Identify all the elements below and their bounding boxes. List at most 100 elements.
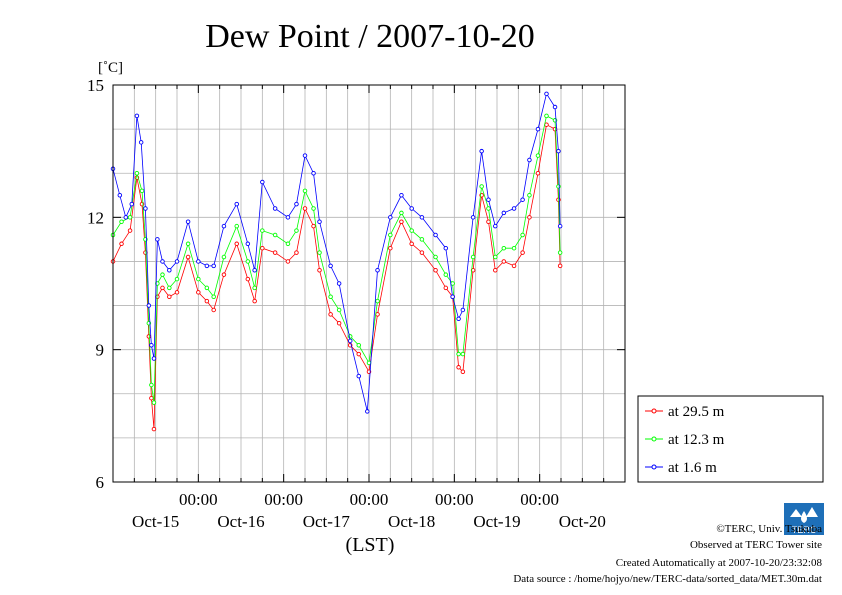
chart-title: Dew Point / 2007-10-20 <box>205 18 535 55</box>
series-line <box>112 124 561 430</box>
data-point <box>294 228 299 233</box>
data-point <box>544 91 549 97</box>
data-point <box>294 201 299 207</box>
y-tick-label: 6 <box>96 473 105 492</box>
data-point <box>557 263 563 269</box>
data-point <box>127 228 133 233</box>
data-point <box>185 219 191 224</box>
data-point <box>556 148 561 154</box>
data-point <box>409 241 414 247</box>
y-tick-label: 15 <box>87 76 104 95</box>
data-point <box>139 188 145 194</box>
x-tick-date-label: Oct-19 <box>473 512 520 531</box>
data-series <box>110 91 563 432</box>
data-point <box>336 320 342 326</box>
data-point <box>221 272 227 277</box>
grid-lines <box>113 85 625 482</box>
data-point <box>185 241 191 247</box>
x-tick-date-label: Oct-18 <box>388 512 435 531</box>
data-point <box>211 263 216 269</box>
data-point <box>450 294 455 299</box>
data-point <box>501 210 507 216</box>
data-point <box>260 179 265 185</box>
data-point <box>302 188 308 194</box>
data-point <box>234 223 239 229</box>
data-point <box>117 193 123 198</box>
data-point <box>252 268 257 273</box>
data-point <box>285 241 291 247</box>
data-point <box>328 294 333 299</box>
data-point <box>302 206 308 211</box>
data-point <box>328 312 333 317</box>
data-point <box>272 232 278 238</box>
data-point <box>527 193 532 198</box>
data-point <box>123 215 129 220</box>
data-point <box>149 343 154 348</box>
data-point <box>119 219 124 224</box>
series-line <box>112 115 561 403</box>
data-point <box>443 272 449 277</box>
data-point <box>493 223 498 229</box>
x-tick-time-label: 00:00 <box>264 490 303 509</box>
data-point <box>151 356 157 361</box>
x-tick-time-label: 00:00 <box>179 490 218 509</box>
series-1 <box>110 113 563 405</box>
data-point <box>311 206 316 211</box>
data-point <box>245 276 251 282</box>
data-point <box>167 294 172 299</box>
created-line: Created Automatically at 2007-10-20/23:3… <box>615 557 822 569</box>
legend-label: at 1.6 m <box>668 460 717 476</box>
data-point <box>556 184 561 189</box>
data-point <box>174 290 180 295</box>
data-point <box>134 113 140 119</box>
data-point <box>544 113 549 119</box>
data-point <box>409 206 414 211</box>
legend-marker <box>651 436 657 442</box>
data-point <box>174 276 180 282</box>
data-point <box>456 365 461 370</box>
data-point <box>119 241 124 247</box>
data-point <box>433 268 438 273</box>
data-point <box>479 148 484 154</box>
data-point <box>419 250 425 255</box>
data-point <box>527 215 532 220</box>
x-axis-label: (LST) <box>346 534 395 556</box>
data-point <box>167 268 172 273</box>
data-point <box>356 373 362 379</box>
series-0 <box>110 122 563 432</box>
data-point <box>375 298 380 304</box>
x-tick-time-label: 00:00 <box>435 490 474 509</box>
data-point <box>221 254 227 260</box>
data-point <box>302 153 308 158</box>
data-point <box>204 298 210 304</box>
data-point <box>311 223 316 229</box>
data-point <box>399 193 404 198</box>
data-point <box>336 307 342 313</box>
y-tick-label: 12 <box>87 208 104 227</box>
x-tick-time-label: 00:00 <box>350 490 389 509</box>
data-point <box>234 201 239 207</box>
data-point <box>511 245 517 251</box>
y-axis-unit-label: [˚C] <box>98 60 123 76</box>
data-point <box>260 245 265 251</box>
data-point <box>557 250 563 255</box>
legend-box <box>637 395 824 483</box>
data-point <box>252 285 257 291</box>
data-point <box>196 276 201 282</box>
data-point <box>167 285 172 291</box>
y-tick-label: 9 <box>96 341 105 360</box>
data-point <box>272 250 278 255</box>
data-point <box>443 245 449 251</box>
data-point <box>486 206 491 211</box>
data-point <box>149 395 154 401</box>
data-point <box>129 201 135 207</box>
data-point <box>127 215 133 220</box>
data-point <box>419 215 425 220</box>
data-point <box>252 298 257 304</box>
x-tick-date-label: Oct-15 <box>132 512 179 531</box>
data-point <box>356 343 362 348</box>
data-point <box>204 285 210 291</box>
copyright-line: ©TERC, Univ. Tsukuba <box>716 523 822 535</box>
